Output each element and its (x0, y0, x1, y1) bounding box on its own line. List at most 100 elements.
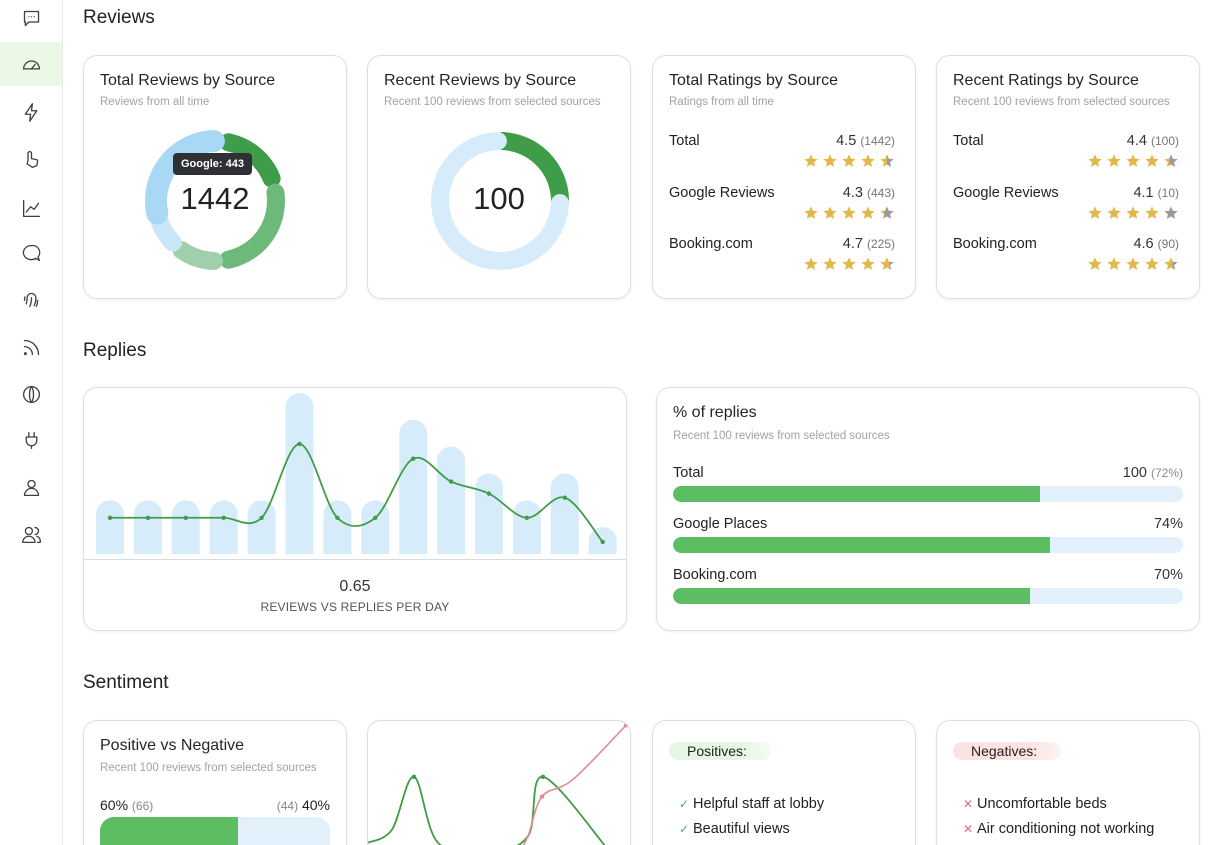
progress-fill (673, 588, 1030, 604)
check-icon: ✓ (679, 796, 690, 811)
line-point[interactable] (524, 515, 530, 520)
plug-icon (25, 431, 37, 449)
bar[interactable] (96, 500, 124, 554)
card-title: Total Ratings by Source (669, 72, 838, 89)
card-title: Recent Reviews by Source (384, 72, 577, 89)
donut-tooltip: Google: 443 (173, 153, 252, 175)
donut-segment[interactable] (172, 241, 223, 270)
line-point[interactable] (600, 539, 605, 545)
star-icon (1145, 257, 1159, 270)
line-point[interactable] (448, 479, 454, 484)
rss-feed-icon (23, 339, 39, 355)
nav-chat[interactable] (0, 0, 62, 40)
rating-label: Google Reviews (669, 185, 775, 201)
reply-bar-total: Total 100 (72%) (673, 465, 1183, 510)
negative-share: (44) 40% (276, 797, 330, 813)
bar[interactable] (133, 500, 162, 554)
bar[interactable] (437, 446, 466, 554)
bar[interactable] (361, 500, 390, 554)
card-title: Recent Ratings by Source (953, 72, 1139, 89)
fingerprint-icon (23, 292, 38, 307)
pos-neg-bar[interactable] (100, 817, 330, 845)
bar[interactable] (512, 500, 541, 554)
line-point[interactable] (539, 794, 545, 799)
line-point[interactable] (183, 515, 188, 520)
star-icon (1145, 154, 1159, 167)
reply-bar-booking: Booking.com 70% (673, 567, 1183, 612)
star-icon (1164, 257, 1178, 270)
donut-segment[interactable] (219, 133, 281, 188)
nav-messages[interactable] (0, 231, 62, 275)
star-icon (804, 154, 818, 167)
progress-fill (673, 537, 1051, 553)
card-negatives: Negatives: ✕ Uncomfortable beds ✕ Air cond… (936, 720, 1200, 845)
line-point[interactable] (145, 515, 151, 520)
positive-share: 60% (66) (100, 797, 154, 813)
card-recent-ratings: Recent Ratings by Source Recent 100 revi… (936, 55, 1200, 299)
star-icon (804, 257, 818, 270)
section-title-sentiment: Sentiment (83, 672, 169, 693)
bar[interactable] (171, 500, 200, 554)
donut-segment[interactable] (150, 212, 182, 252)
card-title: Positive vs Negative (100, 737, 245, 754)
list-item: ✕ Uncomfortable beds (963, 795, 1107, 812)
bar[interactable] (475, 473, 503, 555)
total-reviews-donut[interactable] (84, 56, 347, 299)
bar-value: 74% (1153, 516, 1183, 532)
speech-bubble-icon (22, 244, 40, 261)
nav-globe[interactable] (0, 372, 62, 416)
line-point[interactable] (540, 774, 546, 779)
line-point[interactable] (221, 515, 226, 520)
star-icon (1107, 154, 1121, 167)
line-point[interactable] (373, 515, 378, 520)
rating-row-total: Total 4.5 (1442) (669, 133, 895, 173)
line-point[interactable] (297, 441, 302, 447)
bar-value: 100 (72%) (1122, 465, 1183, 481)
bar[interactable] (209, 500, 238, 554)
progress-fill (673, 486, 1041, 502)
line-point[interactable] (411, 774, 417, 779)
bar[interactable] (247, 500, 276, 554)
line-point[interactable] (411, 456, 416, 461)
line-point[interactable] (562, 495, 567, 500)
line-point[interactable] (623, 723, 629, 728)
replies-bar-line-chart[interactable] (84, 388, 627, 560)
line-point[interactable] (107, 515, 113, 520)
nav-dashboard[interactable] (0, 42, 62, 86)
sentiment-line-chart[interactable] (368, 721, 631, 845)
nav-engagement[interactable] (0, 137, 62, 181)
card-subtitle: Recent 100 reviews from selected sources (100, 762, 317, 774)
nav-analytics[interactable] (0, 186, 62, 230)
card-replies-chart: 0.65 REVIEWS VS REPLIES PER DAY (83, 387, 627, 631)
star-icon (1126, 257, 1140, 270)
list-item: ✓ Helpful staff at lobby (679, 795, 825, 812)
recent-reviews-donut[interactable] (368, 56, 631, 299)
nav-team[interactable] (0, 512, 62, 556)
donut-segment[interactable] (219, 183, 285, 269)
line-point[interactable] (335, 515, 340, 520)
card-total-ratings: Total Ratings by Source Ratings from all… (652, 55, 916, 299)
donut-segment[interactable] (145, 130, 225, 225)
bar[interactable] (399, 419, 428, 554)
donut-segment[interactable] (493, 132, 569, 208)
line-point[interactable] (259, 515, 264, 520)
bar-value: 70% (1153, 567, 1183, 583)
bar[interactable] (550, 473, 579, 555)
star-icon (1164, 206, 1178, 219)
nav-profile[interactable] (0, 465, 62, 509)
nav-identity[interactable] (0, 277, 62, 321)
card-title: Total Reviews by Source (100, 72, 276, 89)
rating-label: Google Reviews (953, 185, 1059, 201)
nav-feeds[interactable] (0, 325, 62, 369)
star-rating (1087, 256, 1179, 272)
bar[interactable] (323, 500, 352, 554)
rating-value: 4.7 (225) (842, 236, 895, 252)
list-item: ✓ Beautiful views (679, 820, 790, 837)
nav-integrations[interactable] (0, 418, 62, 462)
bar[interactable] (285, 393, 314, 554)
donut-segment[interactable] (431, 132, 569, 270)
nav-automations[interactable] (0, 90, 62, 134)
line-point[interactable] (486, 491, 492, 496)
rating-label: Booking.com (953, 236, 1037, 252)
star-icon (1145, 206, 1159, 219)
